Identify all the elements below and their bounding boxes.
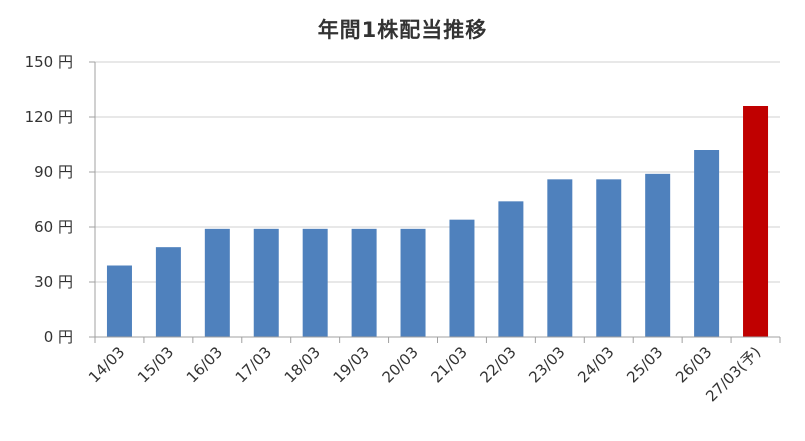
x-tick-label: 21/03 [427, 343, 470, 386]
bar [204, 228, 230, 337]
x-tick-label: 24/03 [574, 343, 617, 386]
x-tick-label: 18/03 [281, 343, 324, 386]
bar [498, 201, 524, 337]
x-tick-label: 22/03 [476, 343, 519, 386]
y-tick-labels: 0 円 30 円 60 円 90 円 120 円 150 円 [25, 53, 73, 346]
bar [645, 173, 671, 337]
x-tick-label: 26/03 [672, 343, 715, 386]
chart-title: 年間1株配当推移 [317, 18, 488, 42]
y-tick-label: 120 円 [25, 108, 73, 126]
bar [106, 265, 132, 337]
axes [89, 61, 781, 343]
x-tick-label: 23/03 [525, 343, 568, 386]
bar [253, 228, 279, 337]
x-tick-label: 20/03 [379, 343, 422, 386]
grid-lines [95, 61, 780, 283]
x-tick-label: 14/03 [85, 343, 128, 386]
y-tick-label: 150 円 [25, 53, 73, 71]
y-tick-label: 30 円 [34, 273, 73, 291]
x-tick-label: 25/03 [623, 343, 666, 386]
bar-forecast [743, 106, 769, 337]
bar [351, 228, 377, 337]
y-tick-label: 90 円 [34, 163, 73, 181]
bar [449, 219, 475, 337]
y-tick-label: 60 円 [34, 218, 73, 236]
bar [547, 179, 573, 337]
x-tick-label: 15/03 [134, 343, 177, 386]
bar [400, 228, 426, 337]
bar [155, 247, 181, 337]
y-tick-label: 0 円 [44, 328, 73, 346]
x-tick-label: 16/03 [183, 343, 226, 386]
x-tick-labels: 14/03 15/03 16/03 17/03 18/03 19/03 20/03 21/03… [85, 343, 764, 405]
bar [694, 150, 720, 337]
x-tick-label: 19/03 [330, 343, 373, 386]
bar [302, 228, 328, 337]
x-tick-label: 17/03 [232, 343, 275, 386]
bars [106, 106, 769, 337]
bar [596, 179, 622, 337]
